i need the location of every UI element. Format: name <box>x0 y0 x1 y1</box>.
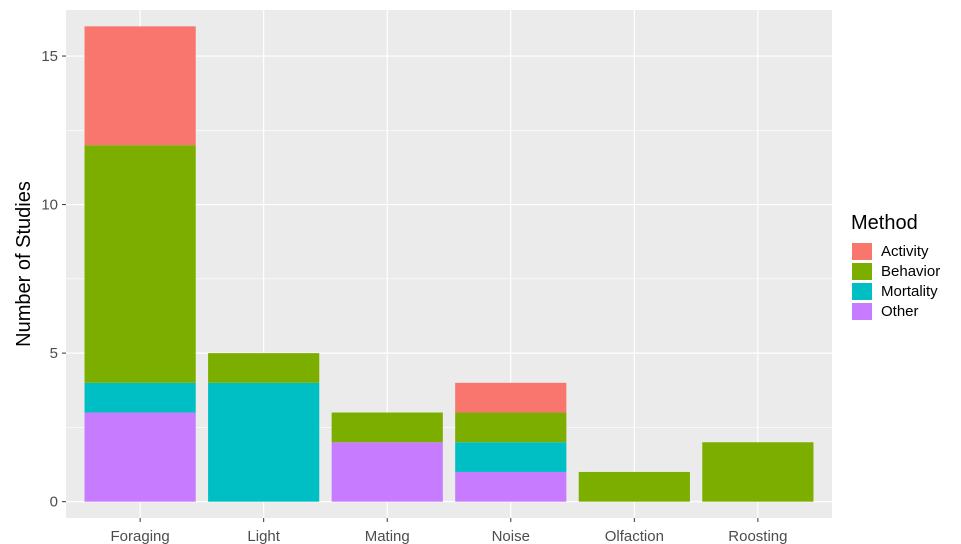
x-tick-label: Roosting <box>728 528 787 544</box>
x-tick-label: Noise <box>492 528 530 544</box>
legend-label-behavior: Behavior <box>881 263 940 280</box>
bar-light-mortality <box>208 382 320 502</box>
x-tick-label: Light <box>247 528 280 544</box>
bar-olfaction-behavior <box>578 471 690 502</box>
legend-key-other <box>852 303 872 320</box>
bars <box>84 26 814 502</box>
bar-foraging-mortality <box>84 382 196 413</box>
bar-noise-activity <box>455 382 567 413</box>
x-axis: Foraging Light Mating Noise Olfaction Roostin… <box>111 518 787 544</box>
bar-foraging-activity <box>84 26 196 146</box>
bar-noise-behavior <box>455 412 567 443</box>
y-tick-label: 0 <box>50 494 58 511</box>
bar-mating-other <box>331 442 443 502</box>
x-tick-label: Foraging <box>111 528 170 544</box>
legend-items: Activity Behavior Mortality Other <box>852 243 940 320</box>
bar-roosting-behavior <box>702 442 814 502</box>
legend-key-mortality <box>852 283 872 300</box>
legend-label-activity: Activity <box>881 243 929 260</box>
legend-key-activity <box>852 243 872 260</box>
x-tick-label: Olfaction <box>605 528 664 544</box>
legend-title: Method <box>851 212 918 234</box>
bar-foraging-behavior <box>84 145 196 383</box>
y-axis-title: Number of Studies <box>13 181 35 347</box>
bar-foraging-other <box>84 412 196 502</box>
legend-label-mortality: Mortality <box>881 283 938 300</box>
y-tick-label: 15 <box>41 48 58 65</box>
legend: Method Activity Behavior Mortality Other <box>851 212 940 320</box>
x-tick-label: Mating <box>365 528 410 544</box>
legend-label-other: Other <box>881 303 919 320</box>
bar-noise-other <box>455 471 567 502</box>
bar-noise-mortality <box>455 442 567 472</box>
y-tick-label: 5 <box>50 345 58 362</box>
bar-light-behavior <box>208 353 320 383</box>
y-axis: 0 5 10 15 <box>41 48 66 511</box>
y-tick-label: 10 <box>41 197 58 214</box>
legend-key-behavior <box>852 263 872 280</box>
bar-mating-behavior <box>331 412 443 443</box>
